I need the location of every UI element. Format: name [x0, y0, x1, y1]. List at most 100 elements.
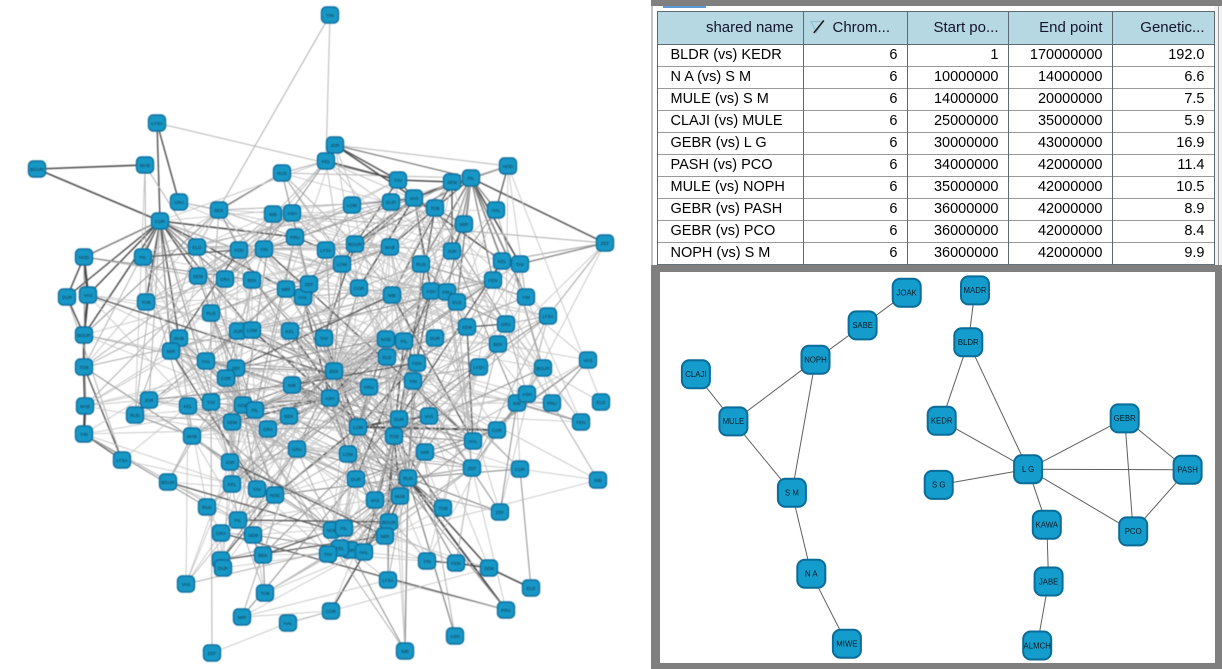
svg-text:NOD: NOD: [270, 493, 281, 498]
svg-text:ASH: ASH: [450, 634, 459, 639]
svg-text:RUS: RUS: [416, 262, 426, 267]
svg-text:COR: COR: [354, 286, 365, 291]
svg-text:TOB: TOB: [79, 365, 88, 370]
svg-text:LYSA: LYSA: [116, 458, 128, 463]
svg-text:BEK: BEK: [284, 414, 294, 419]
svg-text:NOD: NOD: [381, 337, 392, 342]
svg-text:KEL: KEL: [286, 329, 295, 334]
svg-text:RUS: RUS: [277, 171, 287, 176]
svg-text:TAV: TAV: [207, 400, 216, 405]
svg-text:JOR: JOR: [233, 329, 243, 334]
svg-text:PCO: PCO: [1125, 527, 1142, 536]
svg-text:FEN: FEN: [488, 278, 497, 283]
svg-text:CLAJI: CLAJI: [685, 370, 706, 379]
svg-text:NIB: NIB: [288, 383, 296, 388]
svg-text:VAS: VAS: [371, 498, 380, 503]
svg-text:VAS: VAS: [584, 358, 593, 363]
svg-text:VAS: VAS: [410, 196, 419, 201]
svg-text:JOR: JOR: [447, 249, 457, 254]
svg-text:BEK: BEK: [247, 278, 257, 283]
svg-text:BEK: BEK: [329, 369, 339, 374]
svg-text:NOD: NOD: [238, 403, 249, 408]
svg-text:YIN: YIN: [409, 379, 417, 384]
svg-text:FEN: FEN: [576, 420, 585, 425]
svg-text:KEL: KEL: [498, 259, 507, 264]
svg-text:COR: COR: [326, 609, 337, 614]
svg-text:SEM: SEM: [248, 533, 258, 538]
svg-text:GRA: GRA: [216, 531, 227, 536]
svg-text:KEL: KEL: [184, 404, 193, 409]
svg-text:MULE: MULE: [723, 417, 745, 426]
svg-text:YIN: YIN: [326, 13, 334, 18]
svg-text:DUR: DUR: [430, 336, 441, 341]
svg-text:VAS: VAS: [182, 582, 191, 587]
svg-text:TOB: TOB: [430, 206, 439, 211]
svg-text:ZEF: ZEF: [468, 466, 477, 471]
svg-text:ASH: ASH: [426, 289, 435, 294]
svg-text:PRU: PRU: [547, 401, 557, 406]
svg-text:DUR: DUR: [394, 417, 405, 422]
svg-text:JOR: JOR: [330, 143, 340, 148]
svg-text:ZEF: ZEF: [232, 366, 241, 371]
svg-text:HAL: HAL: [284, 621, 293, 626]
svg-text:DUR: DUR: [351, 477, 362, 482]
svg-text:PIL: PIL: [140, 255, 147, 260]
svg-text:ZEF: ZEF: [496, 510, 505, 515]
svg-text:ASH: ASH: [325, 396, 334, 401]
svg-text:BLDR: BLDR: [958, 338, 979, 347]
svg-text:ELD: ELD: [383, 355, 393, 360]
svg-text:GRA: GRA: [220, 277, 231, 282]
svg-text:DUR: DUR: [62, 295, 73, 300]
svg-text:SEM: SEM: [447, 180, 457, 185]
svg-text:KAWA: KAWA: [1036, 521, 1059, 530]
svg-text:L G: L G: [1022, 465, 1034, 474]
svg-text:N A: N A: [805, 570, 818, 579]
svg-text:BEK: BEK: [258, 553, 268, 558]
svg-text:FEN: FEN: [234, 248, 243, 253]
svg-text:ZEF: ZEF: [601, 241, 610, 246]
svg-text:KEL: KEL: [228, 482, 237, 487]
svg-text:BGUR: BGUR: [348, 242, 362, 247]
svg-text:FEN: FEN: [451, 561, 460, 566]
svg-text:VAS: VAS: [84, 293, 93, 298]
svg-text:LOM: LOM: [247, 328, 257, 333]
svg-text:PIL: PIL: [468, 176, 475, 181]
svg-text:VAS: VAS: [425, 414, 434, 419]
svg-text:HAL: HAL: [360, 550, 369, 555]
svg-text:YIN: YIN: [260, 247, 268, 252]
svg-text:SEM: SEM: [484, 566, 494, 571]
svg-text:ZEF: ZEF: [208, 651, 217, 656]
svg-text:LYSA: LYSA: [382, 578, 394, 583]
svg-text:TAV: TAV: [320, 336, 329, 341]
svg-text:TAV: TAV: [516, 262, 525, 267]
svg-text:NOD: NOD: [79, 255, 90, 260]
svg-text:BGUR: BGUR: [161, 480, 175, 485]
svg-text:PIL: PIL: [252, 408, 259, 413]
svg-text:ASH: ASH: [287, 211, 296, 216]
svg-text:BGUR: BGUR: [382, 520, 396, 525]
svg-text:LYSA: LYSA: [542, 314, 554, 319]
svg-text:COR: COR: [492, 428, 503, 433]
svg-text:ALMCH: ALMCH: [1024, 641, 1051, 650]
svg-text:GRA: GRA: [263, 427, 274, 432]
svg-text:RUS: RUS: [206, 311, 216, 316]
svg-text:LOM: LOM: [337, 262, 347, 267]
svg-text:TAV: TAV: [324, 552, 333, 557]
svg-text:HAL: HAL: [492, 208, 501, 213]
svg-text:COR: COR: [515, 467, 526, 472]
svg-text:MIR: MIR: [381, 534, 390, 539]
svg-text:ELD: ELD: [597, 400, 607, 405]
svg-text:S M: S M: [785, 489, 799, 498]
svg-text:PIL: PIL: [235, 518, 242, 523]
svg-text:GRA: GRA: [501, 322, 512, 327]
svg-text:TOB: TOB: [260, 591, 269, 596]
svg-text:SEM: SEM: [193, 274, 203, 279]
svg-text:SABE: SABE: [852, 321, 873, 330]
svg-text:BEK: BEK: [214, 208, 224, 213]
svg-text:MAB: MAB: [140, 163, 150, 168]
svg-text:LYSA: LYSA: [473, 365, 485, 370]
svg-text:RUS: RUS: [202, 505, 212, 510]
svg-text:MIR: MIR: [282, 287, 291, 292]
svg-text:HAL: HAL: [469, 439, 478, 444]
svg-text:ELD: ELD: [527, 586, 537, 591]
